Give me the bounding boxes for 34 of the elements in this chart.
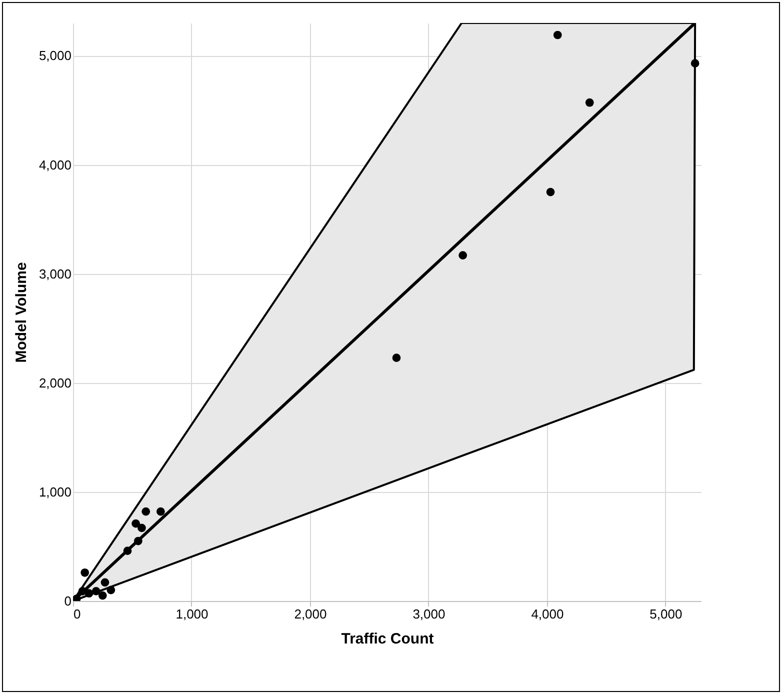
y-tick-label: 0	[64, 594, 72, 608]
point	[123, 546, 132, 556]
y-tick-label: 2,000	[38, 375, 72, 390]
y-tick-label: 1,000	[38, 484, 72, 500]
point	[458, 251, 468, 260]
point	[134, 536, 142, 546]
point	[98, 591, 107, 600]
y-tick-label: 3,000	[38, 266, 72, 282]
x-tick-label: 4,000	[531, 606, 564, 622]
point	[546, 188, 555, 196]
point	[132, 519, 140, 528]
point	[84, 589, 94, 598]
point	[73, 594, 81, 601]
point	[392, 354, 401, 362]
x-tick-label: 5,000	[650, 606, 682, 622]
point	[138, 524, 146, 532]
point	[92, 587, 100, 596]
point	[690, 59, 700, 68]
x-axis-title: Traffic Count	[341, 630, 434, 648]
y-tick-label: 5,000	[38, 48, 72, 64]
point	[156, 507, 165, 516]
point	[106, 586, 116, 594]
x-tick-label: 3,000	[412, 606, 446, 622]
x-tick-label: 0	[74, 606, 81, 622]
y-tick-label: 4,000	[38, 157, 72, 172]
x-tick-label: 1,000	[176, 606, 208, 622]
point	[78, 587, 87, 596]
point	[585, 98, 594, 107]
y-axis-title: Model Volume	[12, 262, 30, 363]
point	[100, 578, 110, 587]
point	[142, 507, 150, 516]
x-tick-label: 2,000	[294, 606, 327, 622]
point	[553, 30, 562, 40]
point	[80, 568, 90, 577]
